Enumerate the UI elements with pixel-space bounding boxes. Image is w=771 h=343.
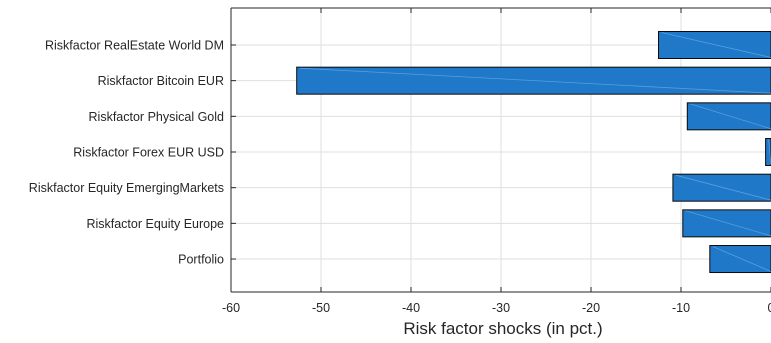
- x-tick-label: -50: [312, 301, 330, 315]
- category-label: Portfolio: [178, 253, 224, 267]
- bar-shading-line: [299, 67, 771, 94]
- x-tick-label: 0: [768, 301, 771, 315]
- bars: [296, 31, 771, 274]
- bar: [686, 102, 771, 131]
- x-tick-labels: -60 -50 -40 -30 -20 -10 0: [222, 301, 771, 315]
- x-tick-label: -60: [222, 301, 240, 315]
- bar-shading-line: [675, 174, 771, 201]
- bar-shading-line: [685, 210, 771, 237]
- bar-shading-line: [712, 246, 771, 272]
- bar-shading-line: [690, 103, 771, 130]
- axes: [230, 7, 771, 293]
- bar: [682, 209, 771, 238]
- x-tick-label: -40: [402, 301, 420, 315]
- x-tick-label: -20: [582, 301, 600, 315]
- category-label: Riskfactor Bitcoin EUR: [98, 74, 224, 88]
- category-label: Riskfactor Equity Europe: [86, 217, 224, 231]
- category-label: Riskfactor Equity EmergingMarkets: [29, 181, 224, 195]
- x-tick-label: -30: [492, 301, 510, 315]
- x-tick-label: -10: [672, 301, 690, 315]
- category-label: Riskfactor Physical Gold: [89, 110, 225, 124]
- category-labels: Riskfactor RealEstate World DM Riskfactor…: [29, 39, 224, 267]
- category-label: Riskfactor Forex EUR USD: [73, 146, 224, 160]
- category-label: Riskfactor RealEstate World DM: [45, 39, 224, 53]
- x-axis-title: Risk factor shocks (in pct.): [403, 319, 602, 338]
- bar-shading-line: [661, 32, 771, 58]
